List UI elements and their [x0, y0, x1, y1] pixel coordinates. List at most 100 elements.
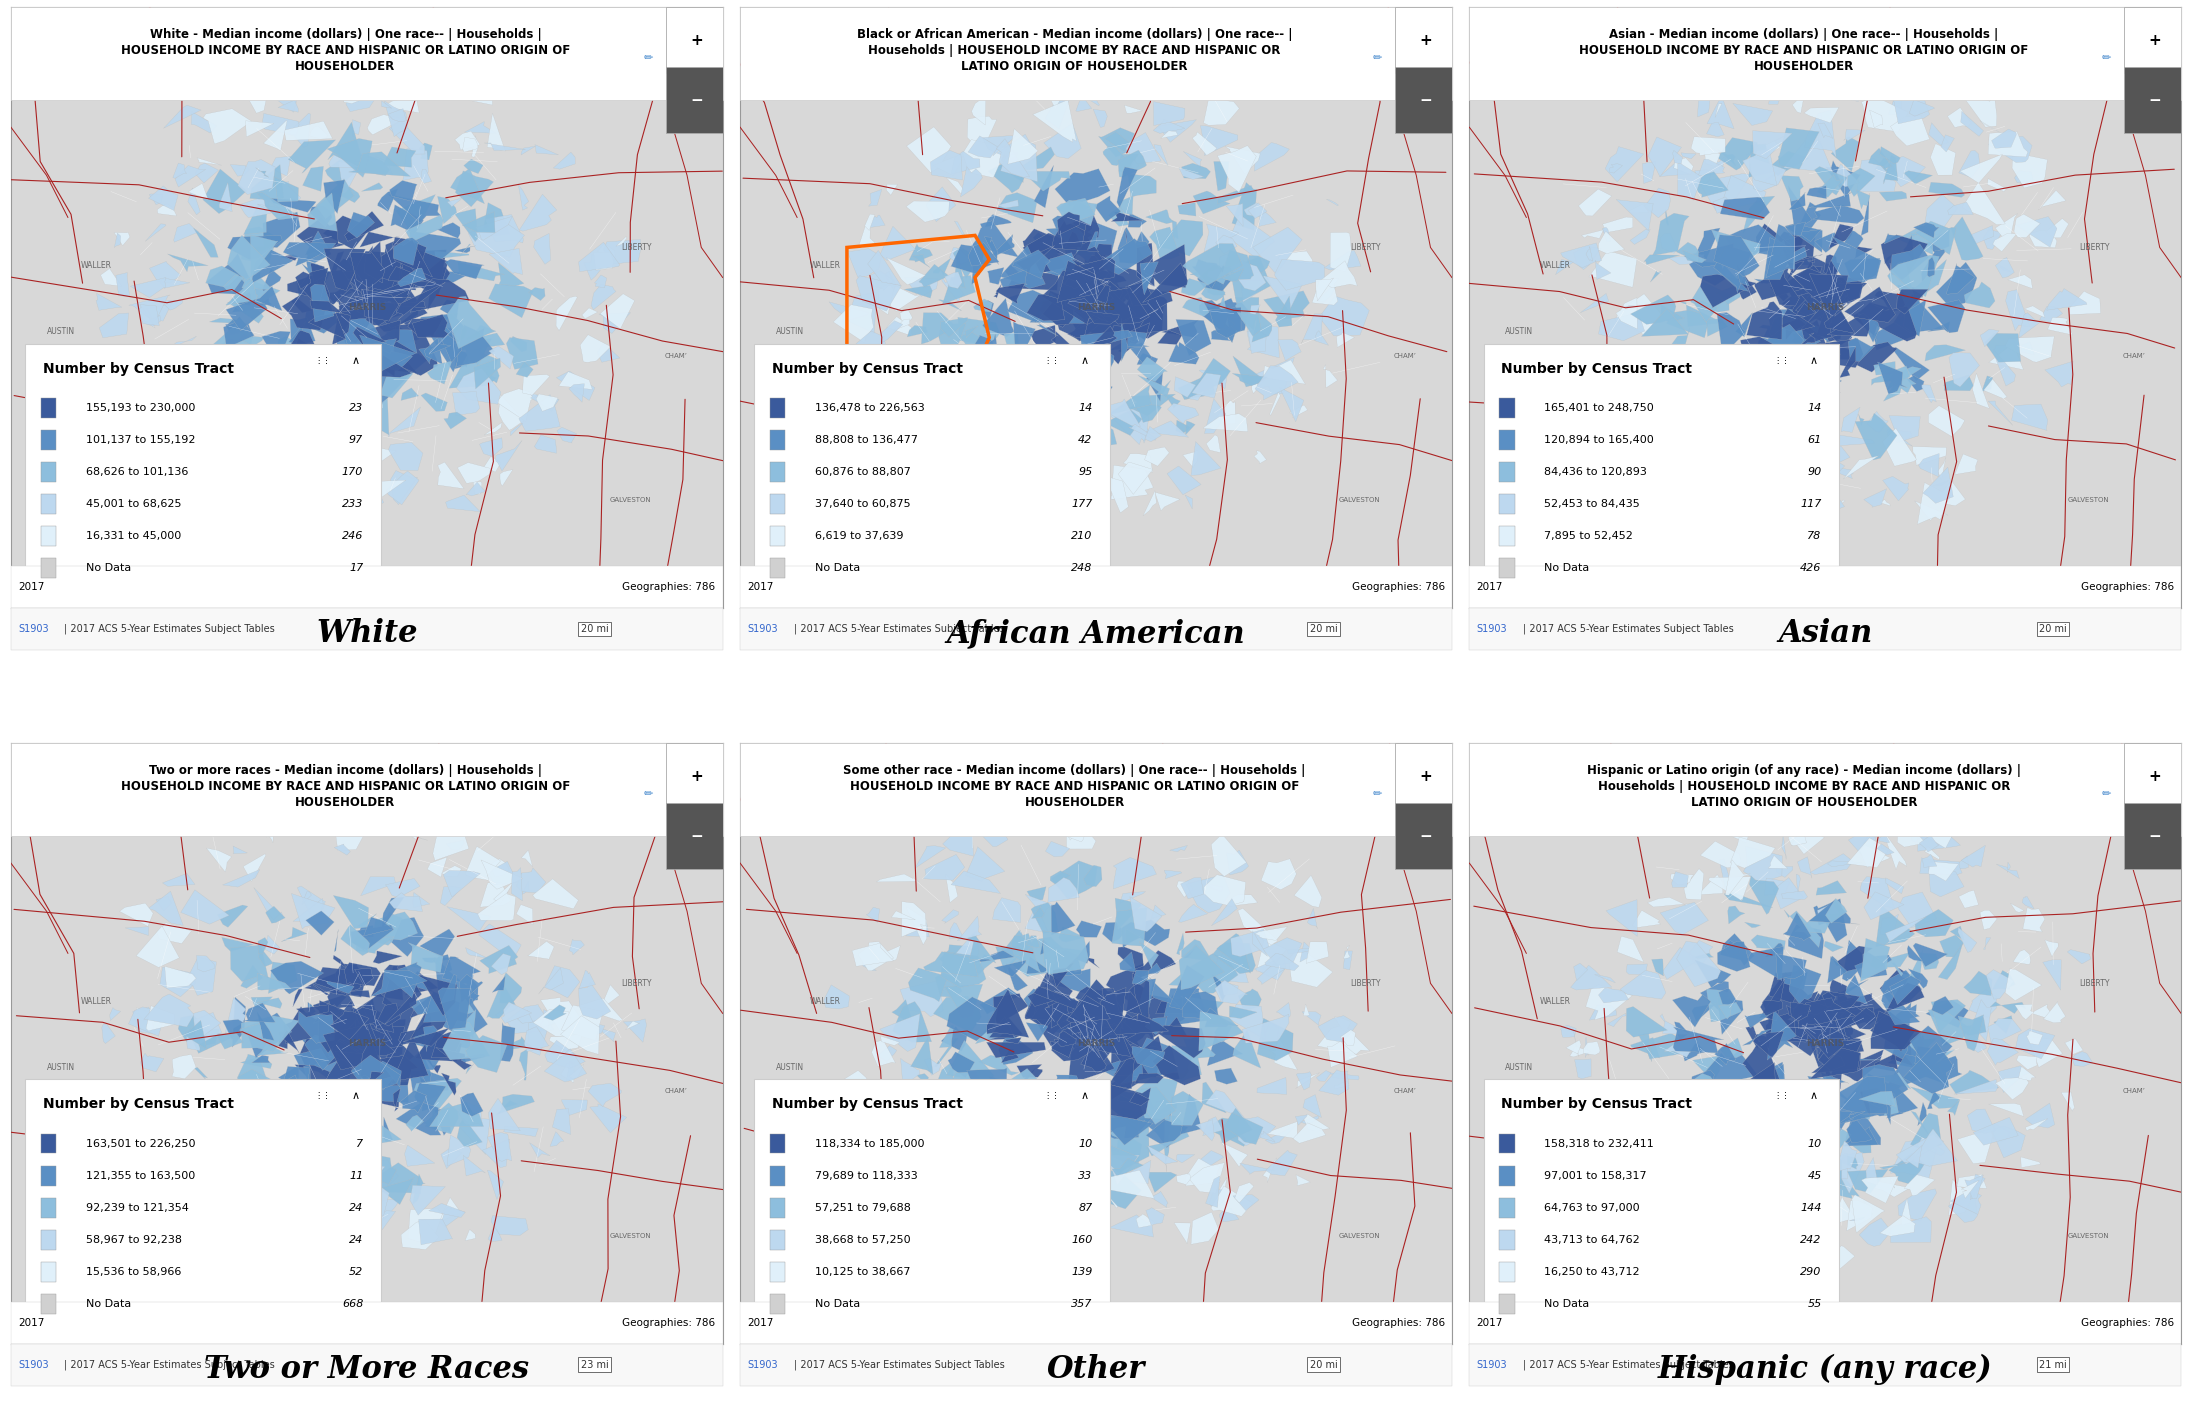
Polygon shape	[1260, 1130, 1276, 1142]
Polygon shape	[997, 192, 1037, 223]
Polygon shape	[1791, 412, 1815, 428]
Polygon shape	[1839, 347, 1857, 378]
Polygon shape	[897, 448, 923, 462]
Polygon shape	[1295, 1072, 1320, 1088]
Polygon shape	[230, 290, 246, 310]
Polygon shape	[379, 1216, 384, 1231]
Polygon shape	[1087, 1103, 1105, 1118]
Polygon shape	[1995, 1015, 2012, 1034]
Polygon shape	[1021, 1167, 1057, 1187]
Polygon shape	[1784, 264, 1833, 297]
Polygon shape	[1769, 90, 1782, 104]
Polygon shape	[1828, 1076, 1887, 1113]
Polygon shape	[384, 991, 416, 1024]
Polygon shape	[121, 903, 153, 926]
Polygon shape	[265, 936, 281, 954]
Polygon shape	[412, 314, 447, 338]
Polygon shape	[287, 274, 318, 297]
Polygon shape	[1900, 950, 1922, 994]
Polygon shape	[1881, 499, 1890, 506]
Polygon shape	[1804, 277, 1837, 314]
Polygon shape	[357, 913, 377, 927]
Polygon shape	[1048, 877, 1078, 903]
Polygon shape	[1854, 303, 1883, 336]
Text: 87: 87	[1078, 1203, 1092, 1213]
Polygon shape	[1789, 303, 1817, 330]
Polygon shape	[1968, 990, 1997, 1017]
Polygon shape	[1874, 361, 1896, 375]
Polygon shape	[340, 998, 392, 1051]
Polygon shape	[1791, 1003, 1811, 1021]
Text: 16,331 to 45,000: 16,331 to 45,000	[85, 530, 182, 540]
Polygon shape	[1074, 293, 1081, 306]
Polygon shape	[412, 893, 430, 907]
Polygon shape	[456, 1118, 482, 1148]
FancyBboxPatch shape	[1469, 742, 2181, 836]
Polygon shape	[302, 260, 331, 290]
Polygon shape	[1030, 371, 1074, 405]
Polygon shape	[1881, 146, 1900, 164]
Polygon shape	[1087, 232, 1098, 250]
Polygon shape	[903, 1175, 923, 1187]
Polygon shape	[1833, 1089, 1859, 1108]
Polygon shape	[1758, 324, 1806, 351]
Polygon shape	[357, 1155, 397, 1185]
Polygon shape	[338, 1022, 381, 1047]
Polygon shape	[412, 250, 447, 289]
Polygon shape	[973, 299, 993, 311]
Polygon shape	[346, 253, 377, 292]
Polygon shape	[1701, 842, 1740, 867]
Polygon shape	[864, 215, 875, 230]
Polygon shape	[1933, 1052, 1949, 1065]
Polygon shape	[1057, 198, 1096, 225]
Text: White: White	[316, 619, 416, 648]
Text: 155,193 to 230,000: 155,193 to 230,000	[85, 402, 195, 412]
Polygon shape	[1105, 287, 1149, 324]
Polygon shape	[421, 314, 467, 347]
Polygon shape	[210, 319, 241, 324]
Polygon shape	[1694, 1122, 1732, 1149]
Polygon shape	[936, 973, 962, 997]
Polygon shape	[1635, 442, 1646, 455]
Polygon shape	[1719, 149, 1736, 166]
Polygon shape	[883, 425, 918, 452]
Polygon shape	[1710, 438, 1740, 456]
Polygon shape	[489, 1098, 520, 1130]
Text: Number by Census Tract: Number by Census Tract	[44, 1098, 235, 1112]
Polygon shape	[1217, 944, 1249, 983]
Polygon shape	[1556, 259, 1574, 274]
Polygon shape	[311, 1221, 338, 1253]
Polygon shape	[1585, 397, 1609, 421]
Polygon shape	[1008, 272, 1059, 290]
Polygon shape	[964, 1086, 997, 1121]
Polygon shape	[1881, 990, 1920, 1025]
Polygon shape	[1142, 994, 1186, 1038]
FancyBboxPatch shape	[666, 67, 726, 134]
Polygon shape	[239, 159, 276, 195]
Polygon shape	[530, 394, 559, 411]
Text: 43,713 to 64,762: 43,713 to 64,762	[1543, 1234, 1640, 1244]
Polygon shape	[1258, 964, 1285, 984]
Polygon shape	[958, 363, 964, 377]
Polygon shape	[1092, 284, 1135, 321]
Polygon shape	[1769, 151, 1808, 176]
Polygon shape	[1085, 311, 1120, 324]
Polygon shape	[905, 201, 949, 222]
Polygon shape	[1181, 279, 1208, 296]
Polygon shape	[1740, 346, 1778, 371]
Polygon shape	[1107, 964, 1144, 1001]
Polygon shape	[1988, 343, 2023, 370]
Polygon shape	[1232, 182, 1256, 230]
Polygon shape	[329, 155, 359, 168]
Polygon shape	[1683, 869, 1703, 900]
Polygon shape	[1035, 165, 1054, 208]
Polygon shape	[1153, 1101, 1177, 1118]
Polygon shape	[1780, 310, 1833, 340]
Polygon shape	[1819, 476, 1837, 496]
Polygon shape	[160, 967, 195, 997]
Polygon shape	[289, 321, 307, 357]
Text: 2017: 2017	[18, 1318, 44, 1328]
FancyBboxPatch shape	[754, 1079, 1109, 1332]
Polygon shape	[1129, 1092, 1151, 1106]
Polygon shape	[1122, 319, 1129, 361]
